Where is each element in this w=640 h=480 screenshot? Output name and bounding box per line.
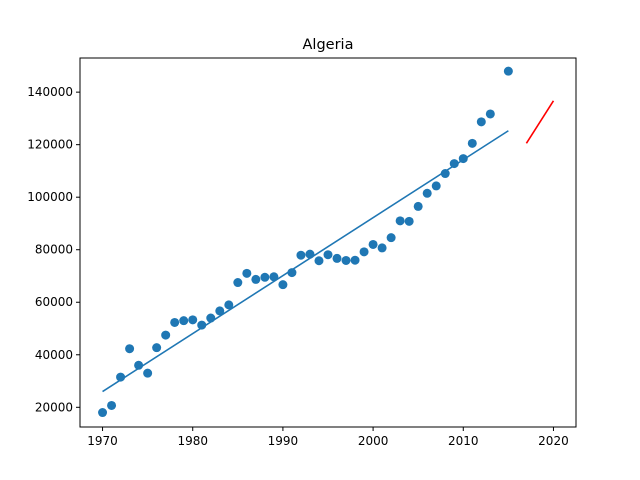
data-point-2003	[395, 216, 405, 226]
data-point-1971	[107, 400, 117, 410]
data-point-1984	[224, 300, 234, 310]
data-point-1989	[269, 272, 279, 282]
data-point-1996	[332, 253, 342, 263]
data-point-1991	[287, 268, 297, 278]
data-point-1986	[242, 268, 252, 278]
y-tick-label-120000: 120000	[27, 138, 73, 152]
data-point-2008	[440, 169, 450, 179]
data-point-1970	[98, 408, 108, 418]
x-tick-label-1990: 1990	[268, 434, 299, 448]
data-point-1994	[314, 256, 324, 266]
x-tick-label-2020: 2020	[538, 434, 569, 448]
data-point-1999	[359, 247, 369, 257]
data-point-1981	[197, 320, 207, 330]
data-point-2015	[503, 66, 513, 76]
data-point-2013	[485, 109, 495, 119]
data-point-1976	[152, 343, 162, 353]
data-point-1983	[215, 306, 225, 316]
forecast-line	[525, 100, 555, 144]
data-point-2011	[467, 138, 477, 148]
data-point-1992	[296, 250, 306, 260]
data-point-1980	[188, 315, 198, 325]
x-tick-label-1970: 1970	[87, 434, 118, 448]
data-point-2006	[422, 188, 432, 198]
data-point-1979	[179, 316, 189, 326]
data-point-1975	[143, 368, 153, 378]
data-point-1973	[125, 344, 135, 354]
y-tick-label-140000: 140000	[27, 85, 73, 99]
data-point-2012	[476, 117, 486, 127]
y-axis: 20000 40000 60000 80000 100000 120000 140000	[27, 85, 80, 414]
x-tick-label-2000: 2000	[358, 434, 389, 448]
data-point-1998	[350, 255, 360, 265]
data-point-2007	[431, 181, 441, 191]
axes-frame	[79, 57, 577, 428]
data-point-2001	[377, 243, 387, 253]
data-point-2004	[404, 216, 414, 226]
data-point-1997	[341, 255, 351, 265]
x-tick-label-1980: 1980	[177, 434, 208, 448]
data-point-1995	[323, 250, 333, 260]
data-point-2000	[368, 239, 378, 249]
data-point-2005	[413, 201, 423, 211]
y-tick-label-20000: 20000	[35, 400, 73, 414]
y-tick-label-40000: 40000	[35, 348, 73, 362]
data-point-1985	[233, 278, 243, 288]
data-point-1977	[161, 330, 171, 340]
y-tick-label-100000: 100000	[27, 190, 73, 204]
data-point-1987	[251, 274, 261, 284]
trend-line	[102, 130, 509, 393]
x-tick-label-2010: 2010	[448, 434, 479, 448]
data-point-1988	[260, 272, 270, 282]
data-point-2009	[449, 159, 459, 169]
x-axis: 1970 1980 1990 2000 2010 2020	[87, 427, 569, 448]
plot-area	[98, 66, 555, 418]
data-point-1978	[170, 317, 180, 327]
data-point-2002	[386, 233, 396, 243]
data-point-1990	[278, 280, 288, 290]
y-tick-label-80000: 80000	[35, 243, 73, 257]
y-tick-label-60000: 60000	[35, 295, 73, 309]
chart-title: Algeria	[303, 37, 354, 53]
